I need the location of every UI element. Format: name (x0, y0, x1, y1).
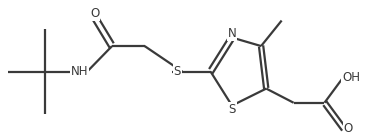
Text: S: S (174, 65, 181, 78)
Text: NH: NH (71, 65, 88, 78)
Text: O: O (90, 7, 99, 20)
Text: S: S (228, 103, 236, 116)
Text: O: O (344, 122, 353, 135)
Text: N: N (228, 27, 236, 40)
Text: OH: OH (342, 71, 360, 84)
